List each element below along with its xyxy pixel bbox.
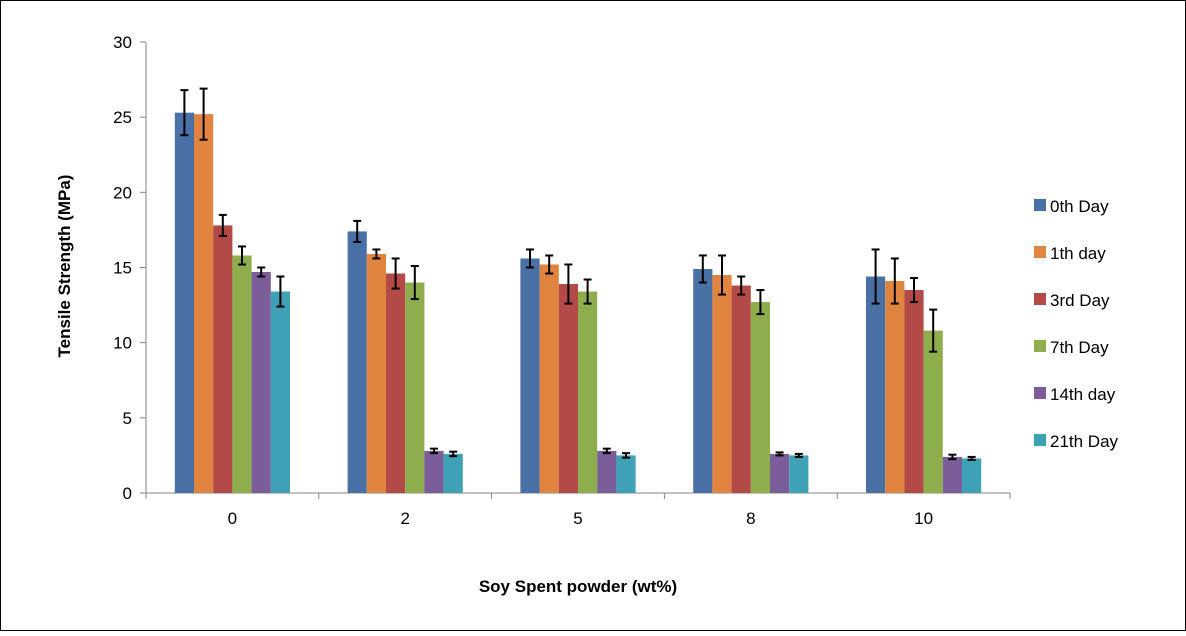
x-axis-title: Soy Spent powder (wt%) <box>479 577 677 596</box>
bar <box>213 225 233 493</box>
bar <box>539 264 559 493</box>
legend-label: 3rd Day <box>1050 291 1110 310</box>
legend-label: 0th Day <box>1050 197 1109 216</box>
y-tick-label: 5 <box>123 409 132 428</box>
bar <box>194 114 214 493</box>
bar <box>405 282 425 493</box>
bar <box>251 272 271 493</box>
bar <box>578 291 598 493</box>
bar <box>866 276 886 493</box>
legend-swatch <box>1034 387 1046 399</box>
bar <box>366 253 386 493</box>
y-tick-label: 30 <box>113 33 132 52</box>
y-axis: 0 5 10 15 20 25 30 <box>113 33 147 503</box>
legend-swatch <box>1034 434 1046 446</box>
y-tick-label: 25 <box>113 108 132 127</box>
legend-label: 1th day <box>1050 244 1106 263</box>
bar <box>904 290 924 493</box>
y-tick-label: 20 <box>113 183 132 202</box>
bar <box>174 112 194 493</box>
legend-label: 21th Day <box>1050 432 1119 451</box>
bar <box>270 291 290 493</box>
bar <box>962 458 982 493</box>
y-tick-label: 15 <box>113 259 132 278</box>
bar <box>770 453 790 493</box>
bar <box>789 455 809 493</box>
bar <box>885 281 905 493</box>
legend-swatch <box>1034 340 1046 352</box>
bar <box>616 455 636 493</box>
legend-swatch <box>1034 246 1046 258</box>
bar <box>693 269 713 493</box>
bar <box>597 450 617 493</box>
legend-label: 7th Day <box>1050 338 1109 357</box>
x-tick-label: 0 <box>228 509 237 528</box>
bar <box>558 284 578 493</box>
y-tick-label: 0 <box>123 484 132 503</box>
bar <box>443 453 463 493</box>
bar <box>232 255 252 493</box>
bar <box>923 330 943 493</box>
bars <box>174 112 982 494</box>
bar <box>731 285 751 493</box>
x-tick-label: 10 <box>914 509 933 528</box>
bar <box>386 273 406 493</box>
bar <box>520 258 540 493</box>
x-tick-label: 8 <box>746 509 755 528</box>
bar <box>347 231 367 494</box>
bar <box>942 456 962 493</box>
bar <box>424 450 444 493</box>
legend-swatch <box>1034 199 1046 211</box>
error-bars <box>180 87 976 461</box>
legend: 0th Day 1th day 3rd Day 7th Day 14th day 21th… <box>1034 197 1119 451</box>
x-tick-label: 2 <box>400 509 409 528</box>
bar <box>750 302 770 493</box>
y-axis-title: Tensile Strength (MPa) <box>55 175 74 358</box>
legend-label: 14th day <box>1050 385 1116 404</box>
y-tick-label: 10 <box>113 334 132 353</box>
bar <box>712 275 732 493</box>
x-tick-label: 5 <box>573 509 582 528</box>
legend-swatch <box>1034 293 1046 305</box>
